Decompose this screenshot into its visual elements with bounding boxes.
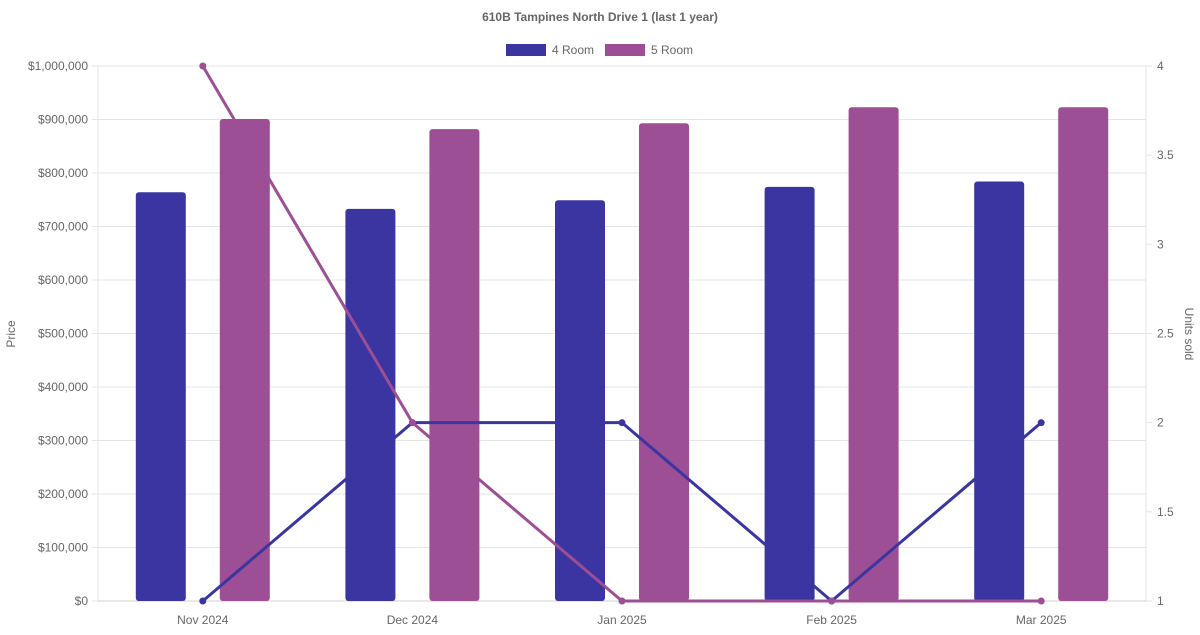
y2-tick-label: 2 [1157,416,1164,430]
y-tick-label: $400,000 [38,380,88,394]
y-tick-label: $300,000 [38,434,88,448]
x-tick-label: Feb 2025 [806,613,857,627]
point-4-room[interactable] [618,419,626,427]
y-tick-label: $600,000 [38,273,88,287]
y2-tick-label: 1.5 [1157,505,1174,519]
point-5-room[interactable] [828,597,836,605]
y-tick-label: $100,000 [38,541,88,555]
y-tick-label: $700,000 [38,220,88,234]
legend-swatch [506,44,546,56]
x-tick-label: Mar 2025 [1016,613,1067,627]
point-4-room[interactable] [199,597,207,605]
bar-5-room[interactable] [219,118,270,601]
y-tick-label: $500,000 [38,327,88,341]
y2-tick-label: 3 [1157,237,1164,251]
point-5-room[interactable] [199,62,207,70]
x-tick-label: Nov 2024 [177,613,229,627]
legend-item-4-room[interactable]: 4 Room [506,43,594,57]
line-4-room [201,421,1043,603]
y-tick-label: $800,000 [38,166,88,180]
point-5-room[interactable] [618,597,626,605]
line-series [199,62,1045,605]
point-5-room[interactable] [408,419,416,427]
axes: $0 $100,000 $200,000 $300,000 $400,000 $500,0… [28,59,1174,627]
y2-tick-label: 3.5 [1157,148,1174,162]
x-tick-label: Dec 2024 [387,613,439,627]
bar-4-room[interactable] [555,200,605,601]
y-tick-label: $200,000 [38,487,88,501]
bar-4-room[interactable] [974,181,1025,601]
bar-5-room[interactable] [429,129,480,601]
legend-item-5-room[interactable]: 5 Room [605,43,693,57]
legend-label: 5 Room [651,43,693,57]
bar-series [135,107,1109,602]
chart-title: 610B Tampines North Drive 1 (last 1 year… [482,10,718,24]
legend-label: 4 Room [552,43,594,57]
y-tick-label: $0 [75,594,89,608]
point-4-room[interactable] [1037,419,1045,427]
bar-4-room[interactable] [135,192,186,601]
bar-5-room[interactable] [639,123,689,602]
legend-swatch [605,44,645,56]
y2-tick-label: 2.5 [1157,327,1174,341]
y2-tick-label: 1 [1157,594,1164,608]
bar-4-room[interactable] [764,186,815,601]
y-tick-label: $1,000,000 [28,59,88,73]
x-tick-label: Jan 2025 [597,613,647,627]
y2-axis-title: Units sold [1182,308,1196,361]
bar-4-room[interactable] [345,208,396,601]
legend[interactable]: 4 Room 5 Room [506,43,693,57]
bar-5-room[interactable] [848,107,899,601]
point-5-room[interactable] [1037,597,1045,605]
y2-tick-label: 4 [1157,59,1164,73]
bar-5-room[interactable] [1058,107,1109,601]
y-tick-label: $900,000 [38,113,88,127]
y-axis-title: Price [4,320,18,348]
